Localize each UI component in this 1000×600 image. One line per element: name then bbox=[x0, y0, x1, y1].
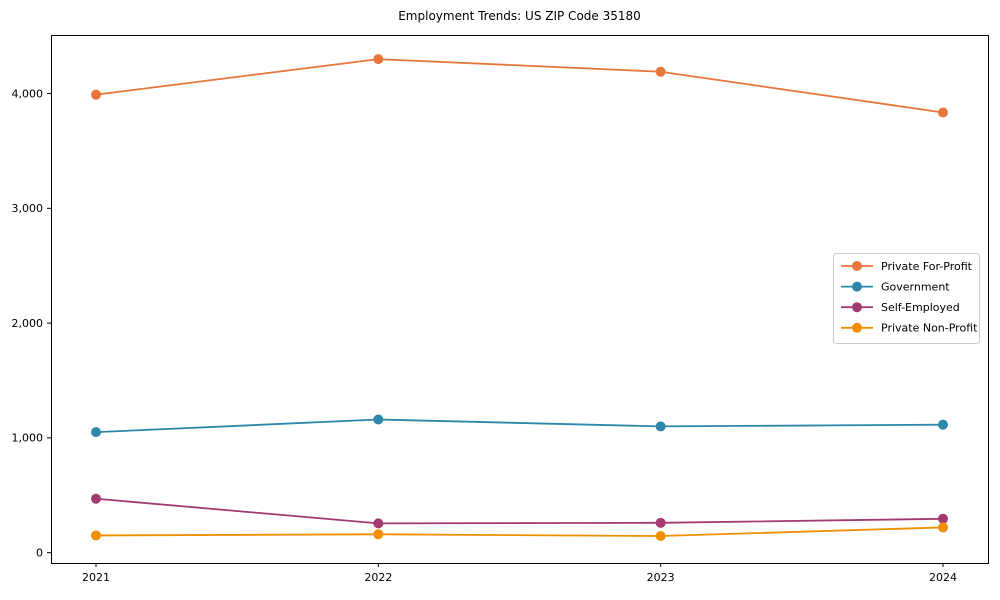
y-tick-label: 0 bbox=[36, 546, 43, 559]
series-line-self-employed bbox=[95, 497, 944, 525]
data-point-marker bbox=[91, 530, 101, 541]
legend-label: Self-Employed bbox=[881, 301, 960, 314]
legend-label: Private Non-Profit bbox=[881, 322, 978, 335]
series-line-government bbox=[95, 418, 944, 434]
legend-sample-marker bbox=[852, 281, 862, 292]
series-line-private-for-profit bbox=[95, 58, 944, 114]
data-point-marker bbox=[655, 66, 666, 77]
x-tick-label: 2022 bbox=[364, 571, 392, 584]
legend-sample-marker bbox=[852, 322, 862, 333]
y-tick-label: 3,000 bbox=[12, 202, 44, 215]
data-point-marker bbox=[938, 513, 948, 524]
legend-box bbox=[833, 253, 980, 344]
data-point-marker bbox=[938, 107, 948, 118]
legend-label: Private For-Profit bbox=[881, 260, 973, 273]
legend-label: Government bbox=[881, 280, 950, 293]
data-point-marker bbox=[938, 419, 948, 430]
data-point-marker bbox=[373, 414, 384, 425]
series-line-private-non-profit bbox=[95, 526, 944, 537]
y-tick-label: 2,000 bbox=[12, 317, 44, 330]
legend-sample-marker bbox=[852, 302, 862, 313]
data-point-marker bbox=[91, 89, 101, 100]
data-point-marker bbox=[91, 427, 101, 438]
data-point-marker bbox=[938, 522, 948, 533]
x-tick-label: 2023 bbox=[647, 571, 675, 584]
data-point-marker bbox=[91, 493, 101, 504]
legend-sample-marker bbox=[852, 261, 862, 271]
y-tick-label: 1,000 bbox=[12, 432, 44, 445]
data-point-marker bbox=[655, 421, 666, 432]
x-tick-label: 2024 bbox=[929, 571, 957, 584]
data-point-marker bbox=[373, 54, 384, 65]
data-point-marker bbox=[373, 529, 384, 540]
data-point-marker bbox=[655, 531, 666, 542]
chart-title: Employment Trends: US ZIP Code 35180 bbox=[398, 9, 641, 23]
x-tick-label: 2021 bbox=[82, 571, 110, 584]
data-point-marker bbox=[655, 517, 666, 528]
y-tick-label: 4,000 bbox=[12, 87, 44, 100]
data-point-marker bbox=[373, 518, 384, 529]
axes-frame bbox=[51, 35, 989, 564]
